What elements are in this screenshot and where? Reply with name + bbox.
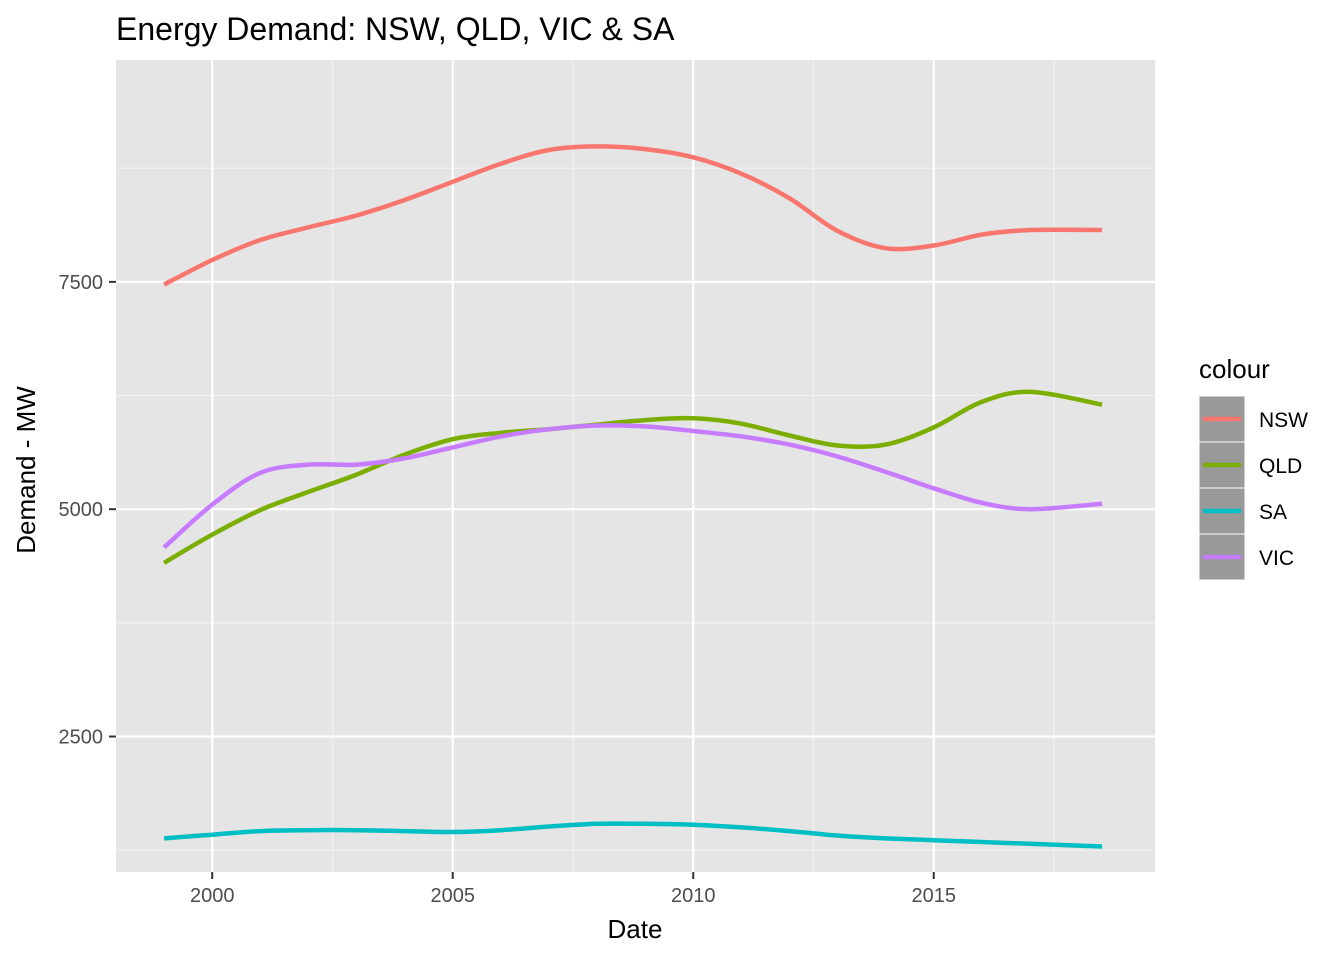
legend-keys: NSW QLD SA VIC [1198,395,1308,581]
chart-title: Energy Demand: NSW, QLD, VIC & SA [116,11,675,47]
y-tick-label: 2500 [59,727,104,749]
legend: colour NSW QLD SA VIC [1198,354,1308,581]
minor-gridlines [116,60,1155,872]
x-tick-label: 2015 [911,885,956,907]
y-tick-label: 5000 [59,499,104,521]
y-axis-title: Demand - MW [11,386,41,554]
series-line-nsw [163,144,1103,287]
x-axis-title: Date [608,914,663,944]
legend-label-sa: SA [1259,501,1287,524]
y-axis: 2500 5000 7500 [59,272,116,749]
x-axis: 2000 2005 2010 2015 [190,872,956,907]
major-gridlines [116,60,1155,872]
y-tick-label: 7500 [59,272,104,294]
legend-title: colour [1199,354,1270,384]
x-tick-label: 2000 [190,885,235,907]
legend-label-vic: VIC [1259,547,1294,570]
legend-label-nsw: NSW [1259,409,1308,432]
series-lines [162,144,1103,849]
series-line-qld [162,389,1103,565]
series-line-vic [162,423,1103,550]
plot-panel [116,60,1155,872]
x-tick-label: 2005 [430,885,475,907]
series-line-sa [163,821,1103,849]
legend-label-qld: QLD [1259,455,1302,478]
x-tick-label: 2010 [671,885,716,907]
